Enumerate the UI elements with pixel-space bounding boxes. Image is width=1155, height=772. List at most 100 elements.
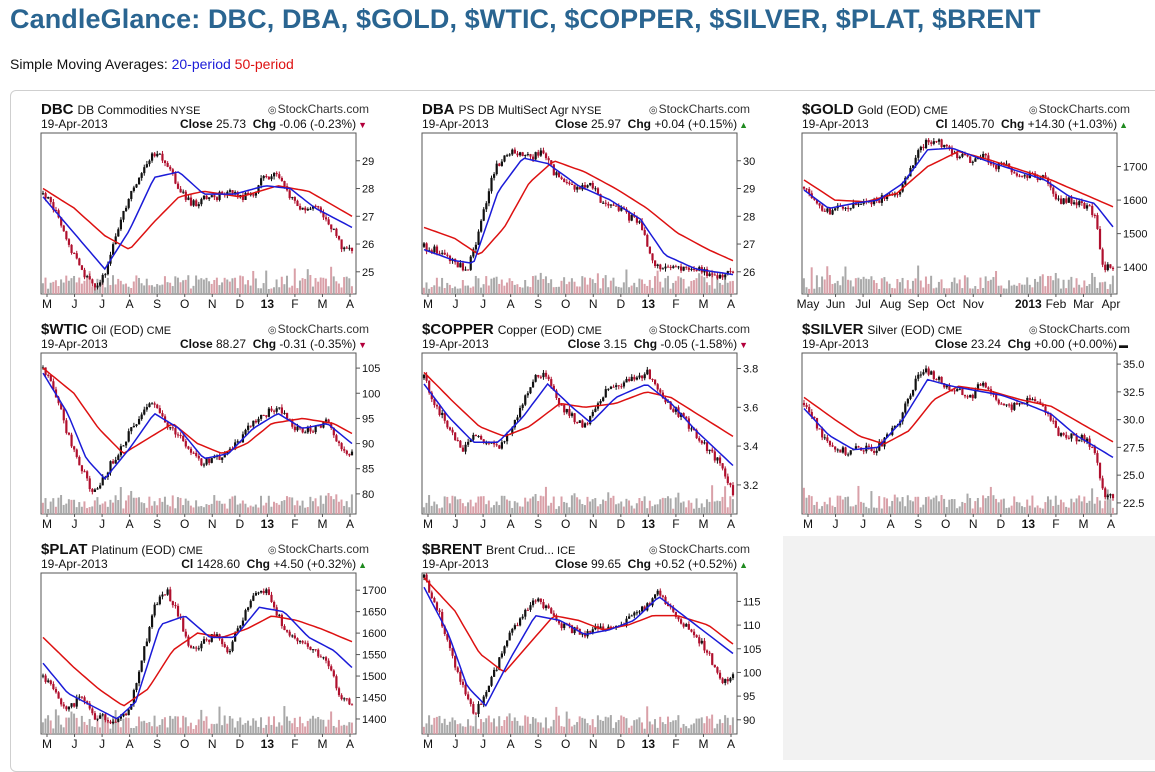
volume-bar [236, 504, 239, 514]
volume-bar [340, 499, 343, 514]
chart-silver[interactable]: $SILVER Silver (EOD) CME ◎StockCharts.com 19… [801, 321, 1144, 533]
candle [78, 257, 81, 266]
volume-bar [555, 508, 558, 514]
candle [189, 644, 193, 649]
volume-bar [124, 717, 127, 734]
volume-bar [917, 265, 920, 294]
chart-symbol[interactable]: $SILVER [802, 321, 864, 338]
volume-bar [813, 505, 816, 514]
volume-bar [57, 715, 60, 734]
volume-bar [700, 717, 703, 734]
x-tick-label: M [317, 737, 327, 751]
candle [104, 273, 107, 278]
chart-gold[interactable]: $GOLD Gold (EOD) CME ◎StockCharts.com 19-Apr… [797, 101, 1148, 313]
candle [537, 374, 540, 379]
chart-plat[interactable]: $PLAT Platinum (EOD) CME ◎StockCharts.com 19… [40, 541, 386, 753]
volume-bar [101, 503, 104, 514]
plot-frame [421, 352, 738, 515]
chart-symbol[interactable]: DBA [422, 101, 455, 118]
chart-symbol[interactable]: $BRENT [422, 541, 483, 558]
volume-bar [215, 723, 218, 734]
stockcharts-brand[interactable]: ◎StockCharts.com [649, 102, 750, 116]
close-value: 1405.70 [950, 117, 995, 131]
chart-symbol[interactable]: DBC [41, 101, 74, 118]
chart-dba[interactable]: DBA PS DB MultiSect Agr NYSE ◎StockCharts.c… [421, 101, 762, 313]
candle [1013, 170, 1016, 174]
volume-bar [44, 498, 47, 514]
volume-bar [1052, 280, 1055, 294]
change-direction-icon: ▲ [358, 560, 367, 570]
candle [922, 144, 925, 151]
candle [161, 410, 164, 418]
candle [823, 434, 826, 440]
volume-bar [1036, 281, 1039, 294]
stockcharts-brand[interactable]: ◎StockCharts.com [1029, 102, 1130, 116]
volume-bar [495, 276, 498, 294]
chart-wtic[interactable]: $WTIC Oil (EOD) CME ◎StockCharts.com 19-Apr-… [40, 321, 381, 533]
candle [862, 449, 865, 455]
candle [96, 486, 99, 490]
candle [202, 462, 206, 468]
candle [487, 188, 491, 207]
candle [350, 449, 354, 456]
candle [672, 264, 675, 269]
volume-bar [963, 275, 966, 294]
chart-symbol[interactable]: $WTIC [41, 321, 88, 338]
volume-bar [205, 277, 208, 294]
volume-bar [273, 501, 276, 514]
candle [104, 713, 107, 723]
ma50-legend-label[interactable]: 50-period [234, 56, 294, 72]
candle [330, 224, 333, 233]
volume-bar [648, 721, 651, 734]
volume-bar [122, 718, 125, 734]
volume-bar [635, 503, 638, 514]
chart-symbol[interactable]: $PLAT [41, 541, 88, 558]
volume-bar [441, 507, 444, 514]
ma20-legend-label[interactable]: 20-period [171, 56, 231, 72]
brand-text: StockCharts.com [1038, 322, 1130, 336]
chart-brent[interactable]: $BRENT Brent Crud... ICE ◎StockCharts.com 19… [421, 541, 762, 753]
candle [628, 613, 631, 619]
close-value: 3.15 [603, 337, 628, 351]
chart-plot: 35.032.530.027.525.022.5M J J A S O N D 13 F M A [801, 352, 1144, 531]
candle [602, 200, 605, 205]
stockcharts-brand[interactable]: ◎StockCharts.com [649, 322, 750, 336]
stockcharts-brand[interactable]: ◎StockCharts.com [268, 542, 369, 556]
candle [210, 195, 213, 198]
candle [189, 194, 193, 207]
candle [641, 218, 644, 231]
volume-bar [940, 495, 943, 514]
chart-symbol[interactable]: $GOLD [802, 101, 854, 118]
volume-bar [724, 715, 727, 734]
stockcharts-brand[interactable]: ◎StockCharts.com [268, 102, 369, 116]
volume-bar [435, 504, 438, 514]
chg-label: Chg [627, 557, 651, 571]
candle [802, 399, 806, 408]
candle [252, 420, 255, 430]
volume-bar [677, 276, 680, 294]
stockcharts-brand[interactable]: ◎StockCharts.com [268, 322, 369, 336]
stockcharts-brand[interactable]: ◎StockCharts.com [1029, 322, 1130, 336]
candle [834, 446, 837, 453]
chart-copper[interactable]: $COPPER Copper (EOD) CME ◎StockCharts.com 19… [421, 321, 762, 533]
chart-symbol[interactable]: $COPPER [422, 321, 494, 338]
candle [288, 188, 291, 200]
volume-bar [529, 498, 532, 514]
volume-bar [568, 718, 571, 734]
volume-bar [446, 282, 449, 294]
candle [1078, 439, 1081, 442]
volume-bar [729, 281, 732, 294]
volume-bar [1080, 501, 1083, 514]
stockcharts-brand[interactable]: ◎StockCharts.com [649, 542, 750, 556]
candle [654, 260, 657, 268]
volume-bar [666, 275, 669, 294]
x-tick-label: F [672, 517, 679, 531]
chart-dbc[interactable]: DBC DB Commodities NYSE ◎StockCharts.com 19-… [40, 101, 381, 313]
volume-bar [604, 500, 607, 514]
volume-bar [135, 726, 138, 734]
candle [218, 190, 221, 202]
volume-bar [464, 726, 467, 734]
volume-bar [1109, 284, 1112, 294]
volume-bar [60, 495, 63, 514]
candle [625, 376, 628, 383]
